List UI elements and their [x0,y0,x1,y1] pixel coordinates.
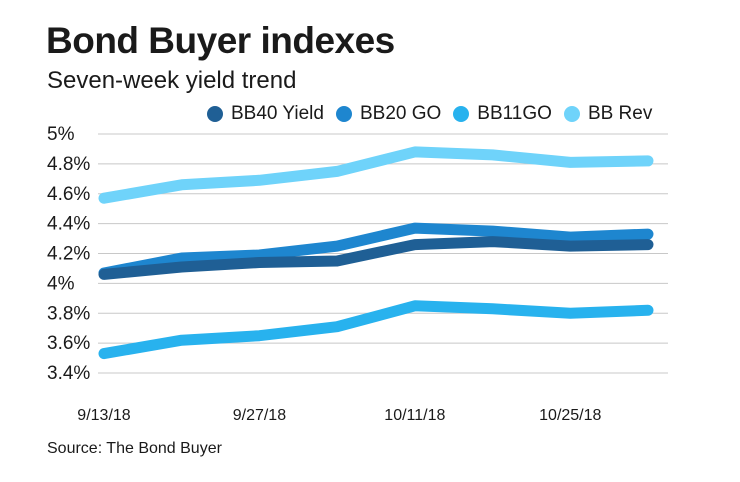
chart-subtitle: Seven-week yield trend [47,67,297,94]
y-tick-label: 3.6% [47,333,90,354]
y-tick-label: 3.4% [47,363,90,384]
legend-label-bb20-go: BB20 GO [359,103,442,124]
x-tick-label: 10/11/18 [384,407,445,424]
y-tick-label: 5% [47,124,75,145]
y-tick-label: 4.4% [47,214,90,235]
chart-title: Bond Buyer indexes [46,20,395,61]
legend-item-bb20-go: BB20 GO [335,103,442,125]
y-tick-label: 4.8% [47,154,90,175]
y-tick-label: 3.8% [47,303,90,324]
legend-item-bb40-yield: BB40 Yield [207,103,324,125]
legend-item-bb11go: BB11GO [453,103,552,125]
y-tick-label: 4.6% [47,184,90,205]
x-tick-label: 9/13/18 [77,407,130,424]
x-axis-tick-labels: 9/13/18 9/27/18 10/11/18 10/25/18 [77,407,601,424]
series-line-bb11go [98,300,654,360]
series-line-bb40-yield [98,236,654,280]
source-note: Source: The Bond Buyer [47,440,222,457]
legend-marker-bb40-yield [207,106,223,122]
y-axis-tick-labels: 3.4% 3.6% 3.8% 4% 4.2% 4.4% 4.6% 4.8% 5% [47,124,90,384]
legend-label-bb40-yield: BB40 Yield [231,103,324,124]
legend-marker-bb-rev [563,106,580,122]
legend-marker-bb11go [453,106,470,122]
series-line-bb20-go [98,222,654,279]
series-line-bb-rev [98,146,654,204]
y-tick-label: 4% [47,273,75,294]
legend-label-bb-rev: BB Rev [587,103,653,124]
x-tick-label: 10/25/18 [539,407,601,424]
legend-marker-bb20-go [335,106,352,122]
x-tick-label: 9/27/18 [233,407,286,424]
series-lines [98,146,654,360]
y-tick-label: 4.2% [47,244,90,265]
legend-label-bb11go: BB11GO [477,103,552,124]
chart-legend: BB40 Yield BB20 GO BB11GO BB Rev [207,103,664,125]
legend-item-bb-rev: BB Rev [563,103,653,125]
